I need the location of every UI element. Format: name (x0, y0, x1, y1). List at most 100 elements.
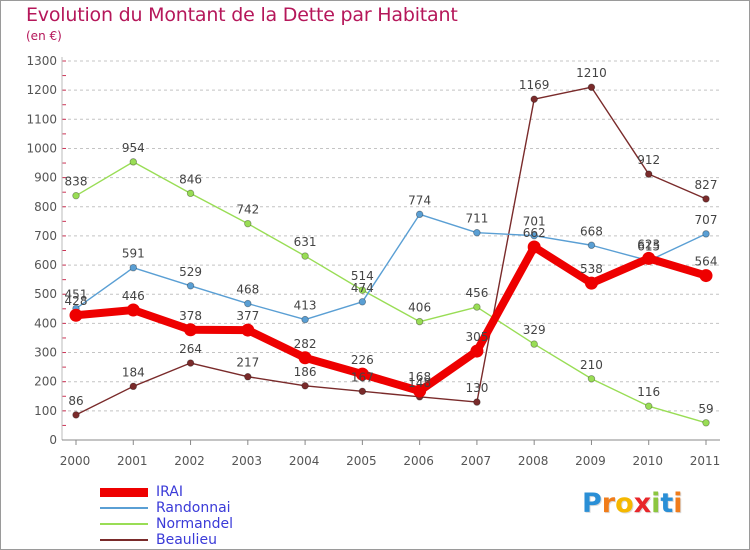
data-point (702, 230, 710, 238)
data-label: 305 (465, 330, 488, 344)
data-label: 184 (122, 365, 145, 379)
legend-item-irai: IRAI (100, 484, 320, 500)
y-tick-label: 1100 (26, 112, 57, 126)
data-label: 329 (523, 323, 546, 337)
data-label: 130 (465, 381, 488, 395)
x-tick-label: 2001 (117, 454, 148, 468)
x-tick-label: 2003 (232, 454, 263, 468)
y-tick-label: 900 (34, 171, 57, 185)
data-point (530, 340, 538, 348)
data-label: 413 (294, 299, 317, 313)
x-tick-label: 2010 (632, 454, 663, 468)
data-point (473, 398, 481, 406)
chart-title: Evolution du Montant de la Dette par Hab… (26, 4, 458, 26)
data-label: 86 (68, 394, 83, 408)
data-point (473, 303, 481, 311)
logo-letter: r (601, 488, 616, 519)
data-point (301, 382, 309, 390)
data-label: 167 (351, 370, 374, 384)
x-tick-label: 2000 (60, 454, 91, 468)
data-label: 774 (408, 193, 431, 207)
data-label: 564 (695, 255, 718, 269)
data-label: 514 (351, 269, 374, 283)
data-point (69, 308, 83, 322)
x-tick-label: 2006 (403, 454, 434, 468)
data-label: 591 (122, 247, 145, 261)
data-point (72, 411, 80, 419)
legend-label-randonnai: Randonnai (156, 500, 231, 516)
data-label: 186 (294, 365, 317, 379)
data-label: 59 (698, 402, 713, 416)
data-point (415, 210, 424, 219)
proxiti-logo: Proxiti (582, 488, 683, 519)
data-point (129, 382, 137, 391)
data-point (301, 252, 309, 260)
logo-letter: t (660, 488, 674, 519)
data-point (186, 359, 195, 367)
data-point (530, 231, 538, 240)
data-point (587, 83, 596, 91)
data-point (244, 373, 252, 381)
series-line-irai (72, 243, 710, 396)
data-label: 456 (465, 286, 488, 300)
data-label: 954 (122, 141, 145, 155)
data-label: 406 (408, 301, 431, 315)
y-tick-label: 1300 (26, 54, 57, 68)
data-point (355, 367, 369, 381)
data-label: 1169 (519, 78, 550, 92)
data-label: 210 (580, 358, 603, 372)
data-label: 264 (179, 342, 202, 356)
legend-label-beaulieu: Beaulieu (156, 532, 217, 548)
x-tick-label: 2011 (690, 454, 721, 468)
data-label: 707 (695, 213, 718, 227)
y-tick-label: 400 (34, 316, 57, 330)
data-point (186, 189, 195, 198)
legend-item-normandel: Normandel (100, 516, 320, 532)
data-point (126, 303, 140, 317)
y-tick-label: 0 (49, 433, 57, 447)
data-point (473, 229, 481, 237)
data-point (587, 375, 596, 383)
chart-legend: IRAI Randonnai Normandel Beaulieu (100, 484, 320, 548)
data-label: 846 (179, 172, 202, 186)
x-tick-label: 2005 (346, 454, 377, 468)
data-point (358, 298, 367, 306)
x-tick-label: 2007 (461, 454, 492, 468)
data-label: 428 (65, 294, 88, 308)
data-point (241, 323, 255, 337)
series-line-randonnai (75, 213, 707, 321)
data-label: 226 (351, 353, 374, 367)
data-label: 1210 (576, 66, 607, 80)
data-label: 529 (179, 265, 202, 279)
legend-item-randonnai: Randonnai (100, 500, 320, 516)
x-tick-label: 2009 (575, 454, 606, 468)
y-tick-label: 100 (34, 404, 57, 418)
data-point (645, 170, 653, 178)
legend-swatch-beaulieu (100, 539, 148, 541)
data-point (645, 402, 653, 410)
data-label: 615 (637, 240, 660, 254)
x-tick-label: 2008 (518, 454, 549, 468)
data-label: 711 (465, 212, 488, 226)
legend-item-beaulieu: Beaulieu (100, 532, 320, 548)
logo-letter: P (582, 488, 602, 519)
x-tick-label: 2004 (289, 454, 320, 468)
data-label: 912 (637, 153, 660, 167)
y-tick-label: 700 (34, 229, 57, 243)
legend-swatch-normandel (100, 523, 148, 525)
series-line-normandel (75, 161, 707, 424)
data-label: 378 (179, 309, 202, 323)
data-point (184, 323, 198, 337)
logo-letter: i (651, 488, 661, 519)
data-point (298, 351, 312, 365)
data-point (244, 219, 252, 228)
y-tick-label: 300 (34, 346, 57, 360)
data-label: 538 (580, 262, 603, 276)
chart-subtitle: (en €) (26, 29, 62, 43)
logo-letter: i (673, 488, 683, 519)
y-tick-label: 600 (34, 258, 57, 272)
data-point (186, 282, 195, 290)
data-label: 662 (523, 226, 546, 240)
